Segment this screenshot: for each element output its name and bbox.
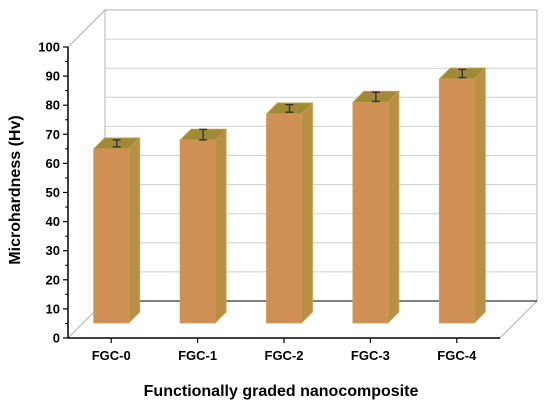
x-tick-label: FGC-3 <box>351 348 390 363</box>
bar <box>438 78 475 324</box>
bar-side <box>128 136 141 324</box>
bar <box>352 101 389 324</box>
y-tick-label: 50 <box>46 185 60 200</box>
y-tick-label: 40 <box>46 214 60 229</box>
bar <box>266 113 302 324</box>
bar-side <box>387 90 400 324</box>
y-axis-title: Microhardness (Hv) <box>7 115 24 264</box>
x-axis: FGC-0 FGC-1 FGC-2 FGC-3 FGC-4 <box>92 338 477 363</box>
bar <box>179 139 216 324</box>
x-tick-label: FGC-0 <box>92 348 131 363</box>
y-tick-label: 100 <box>38 40 60 55</box>
y-tick-label: 70 <box>46 127 60 142</box>
y-tick-label: 90 <box>46 69 60 84</box>
x-tick-label: FGC-2 <box>265 348 304 363</box>
y-axis: 0 10 20 30 40 50 60 70 80 90 100 <box>38 40 69 346</box>
bars <box>92 67 487 324</box>
y-tick-label: 30 <box>46 243 60 258</box>
bar-side <box>301 101 313 324</box>
y-tick-label: 80 <box>46 98 60 113</box>
x-axis-title: Functionally graded nanocomposite <box>144 383 419 400</box>
y-tick-label: 0 <box>53 331 60 346</box>
bar-side <box>473 67 486 324</box>
y-tick-label: 10 <box>46 301 60 316</box>
depth-edge-top-left <box>67 9 106 48</box>
bar <box>93 148 130 324</box>
depth-edge-bottom-right <box>499 300 538 339</box>
bar-side <box>214 128 227 324</box>
x-tick-label: FGC-4 <box>437 348 477 363</box>
y-tick-label: 60 <box>46 156 60 171</box>
y-tick-label: 20 <box>46 272 60 287</box>
x-tick-label: FGC-1 <box>178 348 217 363</box>
